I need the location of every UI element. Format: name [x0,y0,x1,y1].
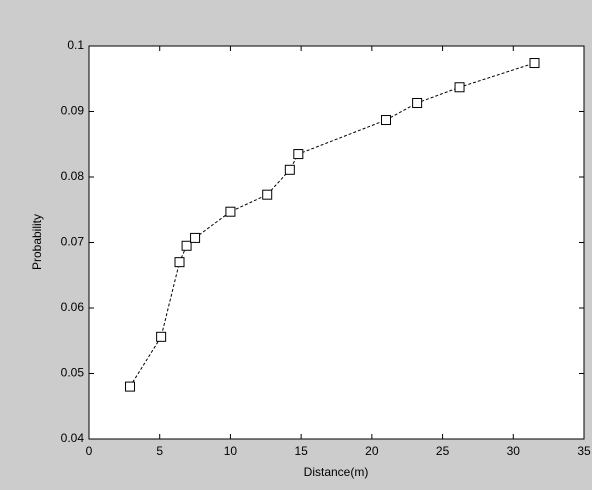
x-tick-label: 25 [436,444,450,458]
point-marker [263,190,272,199]
x-tick-label: 15 [294,444,308,458]
point-marker [294,150,303,159]
point-marker [455,83,464,92]
chart: Distance(m) Probability 0 5 10 15 20 25 30 35 0.… [0,0,592,490]
point-marker [413,98,422,107]
y-tick-label: 0.08 [61,169,85,183]
y-tick-label: 0.05 [61,366,85,380]
point-marker [226,207,235,216]
point-marker [285,165,294,174]
x-tick-label: 0 [86,444,93,458]
point-marker [175,258,184,267]
plot-area [89,46,584,439]
y-axis-label: Probability [30,214,44,270]
page: {"chart_data": {"type": "line", "x": [2.… [0,0,592,490]
point-marker [530,59,539,68]
x-tick-label: 35 [577,444,591,458]
point-marker [191,233,200,242]
point-marker [382,116,391,125]
y-tick-label: 0.1 [67,38,84,52]
y-tick-label: 0.04 [61,431,85,445]
x-tick-label: 20 [365,444,379,458]
point-marker [157,332,166,341]
x-tick-label: 10 [224,444,238,458]
point-marker [182,241,191,250]
y-tick-label: 0.07 [61,235,85,249]
x-tick-label: 5 [156,444,163,458]
point-marker [126,382,135,391]
y-tick-label: 0.06 [61,300,85,314]
x-tick-label: 30 [507,444,521,458]
x-axis-label: Distance(m) [304,465,369,479]
y-tick-label: 0.09 [61,104,85,118]
